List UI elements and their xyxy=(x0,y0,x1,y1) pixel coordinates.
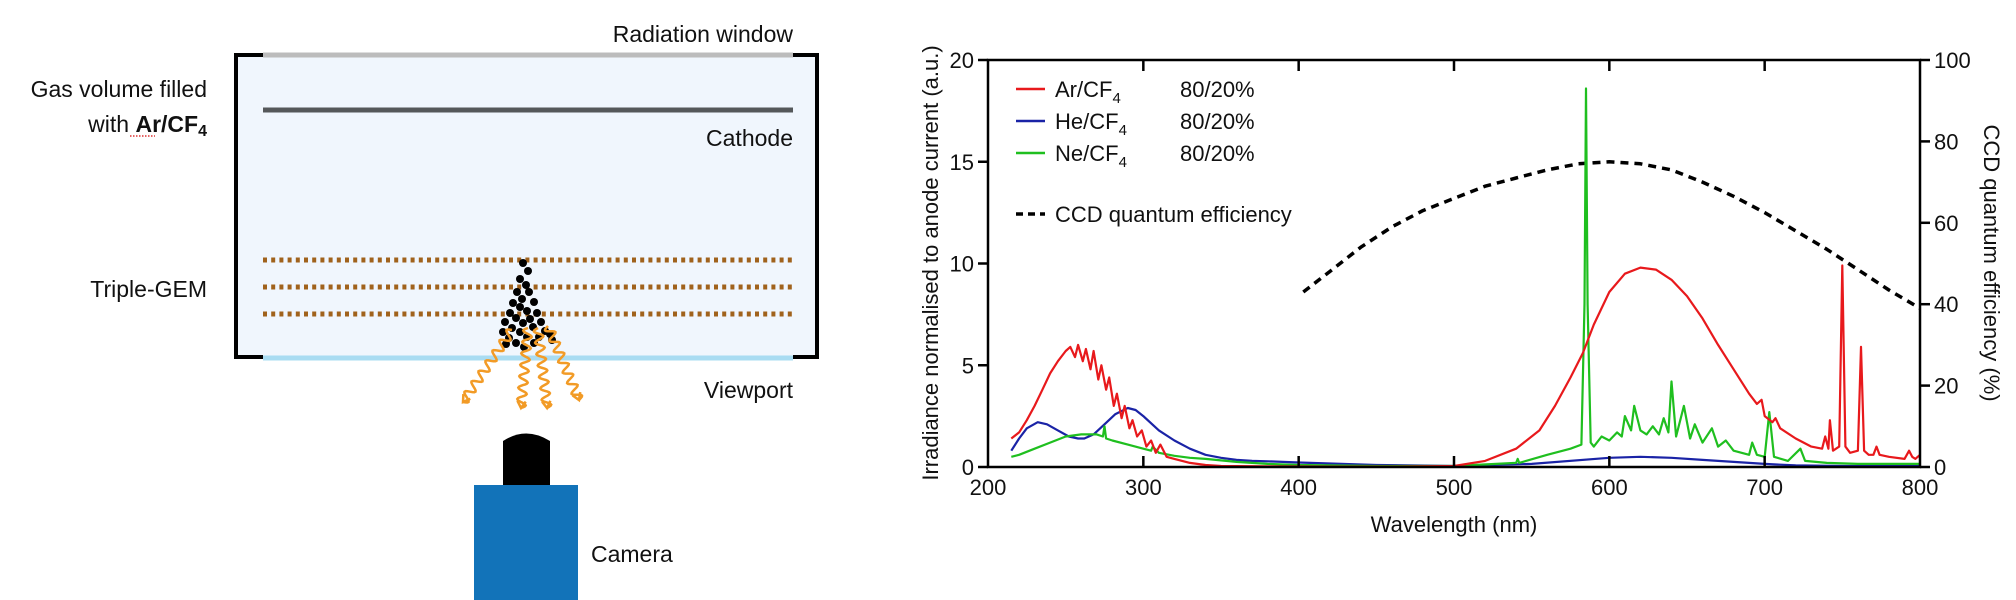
legend-ratio-ne: 80/20% xyxy=(1180,141,1255,166)
electron xyxy=(537,318,545,326)
y2-tick-label: 0 xyxy=(1934,455,1946,480)
electron xyxy=(526,315,534,323)
x-axis-label: Wavelength (nm) xyxy=(1371,512,1538,537)
spectrum-chart: 200 300 400 500 600 700 8000510152002040608010… xyxy=(918,45,2004,537)
electron xyxy=(525,288,533,296)
legend-name-ar: Ar/CF xyxy=(1055,77,1112,102)
detector-diagram: Radiation window Gas volume filled with … xyxy=(31,21,819,600)
gas-volume-with: with xyxy=(87,111,135,137)
series-ar-cf4-80-20 xyxy=(1010,264,1921,468)
photon-arrowhead-icon xyxy=(541,400,552,411)
electron xyxy=(519,259,527,267)
photon-arrowhead-icon xyxy=(461,393,471,404)
photon-arrowhead-icon xyxy=(516,400,527,411)
electron xyxy=(523,307,531,315)
axes-layer: 200 300 400 500 600 700 8000510152002040608010… xyxy=(950,48,1971,500)
gas-mixture-name: Ar/CF xyxy=(135,111,198,137)
y-tick-label: 15 xyxy=(950,150,974,175)
cathode-label: Cathode xyxy=(706,125,793,151)
series-ne-cf4-80-20 xyxy=(1011,87,1920,468)
electron xyxy=(518,295,526,303)
chamber-wall-right xyxy=(793,53,819,359)
legend: Ar/CF4 80/20% He/CF4 80/20% Ne/CF4 80/20… xyxy=(1016,77,1292,227)
electron xyxy=(512,314,520,322)
photon-2 xyxy=(515,326,534,410)
x-tick-label: 300 xyxy=(1125,475,1162,500)
y-tick-label: 10 xyxy=(950,252,974,277)
electron xyxy=(522,281,530,289)
photon-3 xyxy=(532,326,553,410)
legend-sub-he: 4 xyxy=(1119,122,1127,139)
photon-1 xyxy=(462,328,513,404)
photon-arrowhead-icon xyxy=(571,391,582,403)
y2-tick-label: 20 xyxy=(1934,374,1958,399)
x-tick-label: 500 xyxy=(1436,475,1473,500)
y2-tick-label: 100 xyxy=(1934,48,1971,73)
series-he-cf4-80-20 xyxy=(1010,406,1920,468)
y2-tick-label: 60 xyxy=(1934,211,1958,236)
electron-avalanche xyxy=(499,259,556,351)
photon-4 xyxy=(543,325,584,401)
x-tick-label: 800 xyxy=(1902,475,1939,500)
chamber-wall xyxy=(234,53,263,359)
legend-name-ne: Ne/CF xyxy=(1055,141,1119,166)
legend-ratio-he: 80/20% xyxy=(1180,109,1255,134)
electron xyxy=(502,340,510,348)
electron xyxy=(533,309,541,317)
series-ccd-quantum-efficiency xyxy=(1302,160,1921,310)
x-tick-label: 200 xyxy=(970,475,1007,500)
legend-label-qe: CCD quantum efficiency xyxy=(1055,202,1292,227)
y-tick-label: 0 xyxy=(962,455,974,480)
camera-label: Camera xyxy=(591,541,673,567)
y2-tick-label: 80 xyxy=(1934,129,1958,154)
electron xyxy=(516,328,524,336)
gas-volume-label-line2: with Ar/CF4 xyxy=(87,111,207,140)
legend-ratio-ar: 80/20% xyxy=(1180,77,1255,102)
x-tick-label: 400 xyxy=(1280,475,1317,500)
electron xyxy=(506,309,514,317)
y2-axis-label: CCD quantum efficiency (%) xyxy=(1979,124,2004,401)
legend-label-he: He/CF4 xyxy=(1055,109,1127,139)
electron xyxy=(516,303,524,311)
electron xyxy=(512,339,520,347)
electron xyxy=(519,319,527,327)
series-layer xyxy=(1010,87,1921,468)
electron xyxy=(513,288,521,296)
y2-tick-label: 40 xyxy=(1934,292,1958,317)
triple-gem-label: Triple-GEM xyxy=(90,276,207,302)
legend-label-ar: Ar/CF4 xyxy=(1055,77,1121,107)
plot-frame xyxy=(986,58,1922,469)
x-tick-label: 600 xyxy=(1591,475,1628,500)
electron xyxy=(530,298,538,306)
legend-sub-ar: 4 xyxy=(1112,90,1120,107)
legend-label-ne: Ne/CF4 xyxy=(1055,141,1127,171)
y-axis-label: Irradiance normalised to anode current (… xyxy=(918,45,943,480)
legend-name-he: He/CF xyxy=(1055,109,1119,134)
viewport-label: Viewport xyxy=(704,377,794,403)
camera-lens xyxy=(503,433,550,485)
electron xyxy=(501,318,509,326)
electron xyxy=(516,275,524,283)
radiation-window-label: Radiation window xyxy=(613,21,794,47)
electron xyxy=(524,267,532,275)
scintillation-photons xyxy=(461,325,584,411)
gas-mixture-subscript: 4 xyxy=(198,123,207,140)
y-tick-label: 20 xyxy=(950,48,974,73)
electron xyxy=(509,299,517,307)
x-tick-label: 700 xyxy=(1746,475,1783,500)
y-tick-label: 5 xyxy=(962,353,974,378)
gas-volume-label-line1: Gas volume filled xyxy=(31,76,207,102)
camera-body xyxy=(474,485,578,600)
electron xyxy=(499,328,507,336)
legend-sub-ne: 4 xyxy=(1119,154,1127,171)
